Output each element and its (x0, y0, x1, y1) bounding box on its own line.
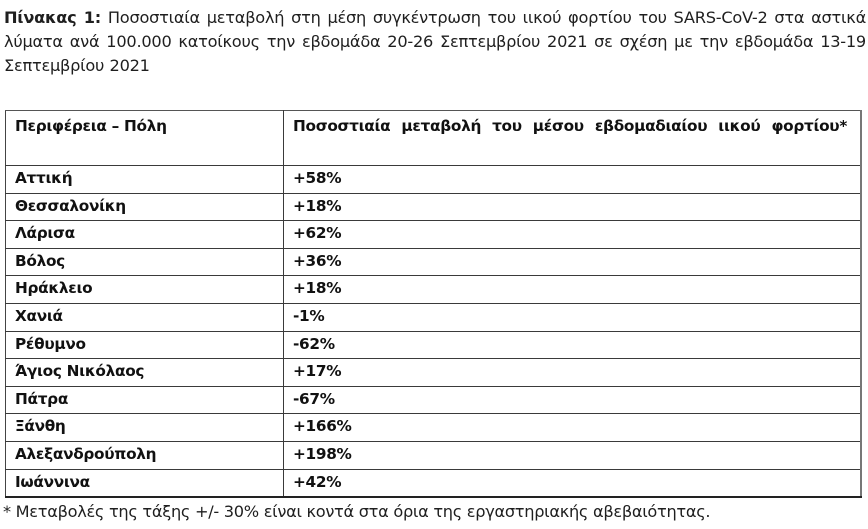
cell-city: Χανιά (5, 302, 284, 332)
cell-city: Ξάνθη (5, 413, 284, 442)
cell-change: +36% (283, 247, 862, 277)
table-caption: Πίνακας 1: Ποσοστιαία μεταβολή στη μέση … (4, 6, 866, 78)
caption-label: Πίνακας 1: (4, 8, 102, 27)
cell-city: Ηράκλειο (5, 275, 284, 304)
cell-city: Ρέθυμνο (5, 330, 284, 360)
table-row: Πάτρα -67% (5, 385, 862, 415)
cell-change: -62% (283, 330, 862, 360)
table-row: Θεσσαλονίκη +18% (5, 192, 862, 222)
cell-change: +166% (283, 413, 862, 442)
table-row: Ξάνθη +166% (5, 413, 862, 442)
cell-change: +18% (283, 192, 862, 222)
table-header-row: Περιφέρεια – Πόλη Ποσοστιαία μεταβολή το… (5, 110, 862, 166)
table-row: Άγιος Νικόλαος +17% (5, 358, 862, 387)
table-row: Ρέθυμνο -62% (5, 330, 862, 360)
cell-change: +42% (283, 468, 862, 499)
table-row: Χανιά -1% (5, 302, 862, 332)
cell-city: Άγιος Νικόλαος (5, 358, 284, 387)
table-row: Αττική +58% (5, 165, 862, 194)
table-row: Λάρισα +62% (5, 220, 862, 249)
cell-city: Ιωάννινα (5, 468, 284, 499)
cell-city: Λάρισα (5, 220, 284, 249)
viral-load-table: Περιφέρεια – Πόλη Ποσοστιαία μεταβολή το… (5, 110, 862, 499)
cell-change: +17% (283, 358, 862, 387)
footnote: * Μεταβολές της τάξης +/- 30% είναι κοντ… (3, 502, 711, 521)
cell-change: -67% (283, 385, 862, 415)
cell-change: +58% (283, 165, 862, 194)
table-row: Ιωάννινα +42% (5, 468, 862, 499)
cell-change: +18% (283, 275, 862, 304)
cell-change: +198% (283, 440, 862, 470)
table-row: Αλεξανδρούπολη +198% (5, 440, 862, 470)
cell-change: +62% (283, 220, 862, 249)
table-row: Βόλος +36% (5, 247, 862, 277)
caption-text: Ποσοστιαία μεταβολή στη μέση συγκέντρωση… (4, 8, 866, 75)
cell-city: Βόλος (5, 247, 284, 277)
cell-city: Θεσσαλονίκη (5, 192, 284, 222)
cell-change: -1% (283, 302, 862, 332)
cell-city: Αττική (5, 165, 284, 194)
header-region-city: Περιφέρεια – Πόλη (5, 110, 284, 166)
cell-city: Πάτρα (5, 385, 284, 415)
cell-city: Αλεξανδρούπολη (5, 440, 284, 470)
header-percent-change: Ποσοστιαία μεταβολή του μέσου εβδομαδιαί… (283, 110, 862, 166)
table-row: Ηράκλειο +18% (5, 275, 862, 304)
